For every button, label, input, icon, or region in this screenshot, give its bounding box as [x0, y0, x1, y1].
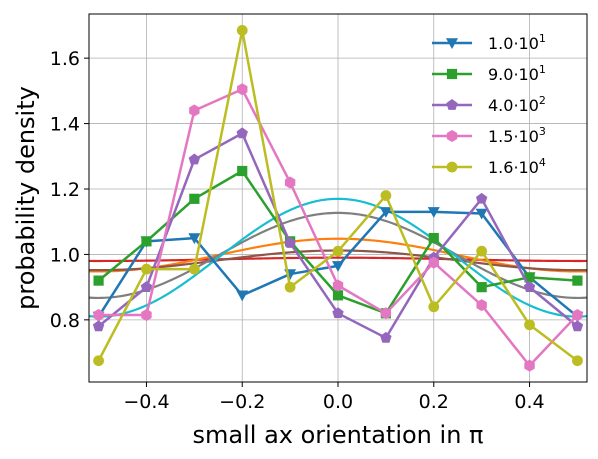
data-point [93, 308, 104, 321]
legend-item: 1.5·103 [432, 125, 546, 146]
data-point [475, 208, 488, 220]
fit-curve [89, 197, 587, 318]
data-point [332, 279, 344, 292]
data-point [572, 275, 583, 286]
legend-item: 4.0·102 [432, 94, 546, 115]
y-tick-label: 1.4 [50, 114, 80, 136]
y-tick-label: 0.8 [50, 310, 80, 332]
x-tick-label: −0.2 [219, 391, 265, 413]
data-point [141, 236, 152, 247]
data-point [523, 281, 536, 292]
data-point [93, 275, 104, 286]
data-point [188, 153, 201, 165]
data-point [284, 281, 296, 293]
data-point [236, 290, 249, 302]
data-point [332, 307, 344, 319]
y-axis-label: probability density [12, 86, 40, 310]
data-point [188, 233, 201, 245]
data-point [332, 261, 344, 272]
legend: 1.0·101 9.0·101 4.0·102 1.5·103 1.6·104 [432, 32, 546, 177]
legend-label: 1.6·104 [488, 156, 546, 177]
legend-item: 9.0·101 [432, 63, 546, 84]
data-point [428, 232, 439, 244]
x-tick-label: 0.4 [514, 391, 544, 413]
data-point [189, 193, 200, 204]
data-point [140, 281, 153, 292]
data-point [571, 320, 584, 332]
x-tick-label: 0.0 [323, 391, 353, 413]
fit-curve [89, 237, 587, 273]
data-point [284, 176, 296, 189]
data-point [475, 192, 488, 204]
ticks: −0.4 −0.2 0.0 0.2 0.4 0.8 1.0 1.2 1.4 1.6 [50, 48, 545, 413]
x-axis-label: small ax orientation in π [193, 421, 484, 449]
x-tick-label: −0.4 [123, 391, 169, 413]
data-point [141, 308, 152, 321]
data-point [380, 307, 392, 320]
data-point [92, 320, 105, 332]
data-point [237, 83, 248, 96]
data-point [524, 359, 535, 372]
data-point [476, 299, 487, 312]
data-point [572, 355, 583, 367]
x-tick-label: 0.2 [419, 391, 449, 413]
legend-label: 4.0·102 [488, 94, 546, 115]
data-point [284, 236, 296, 248]
data-point [572, 308, 583, 321]
data-point [236, 127, 248, 139]
data-point [332, 290, 344, 301]
series-hexagon [93, 83, 583, 372]
legend-label: 9.0·101 [488, 63, 546, 84]
data-point [93, 355, 104, 367]
legend-marker [446, 130, 458, 142]
data-point [427, 207, 440, 218]
legend-label: 1.5·103 [488, 125, 546, 146]
data-point [141, 263, 152, 275]
series-circle [93, 24, 583, 367]
data-point [380, 331, 392, 343]
legend-marker [446, 161, 458, 173]
legend-item: 1.6·104 [432, 156, 546, 177]
data-point [236, 24, 248, 36]
legend-marker [446, 68, 458, 80]
data-point [379, 207, 392, 218]
legend-marker [446, 38, 458, 49]
legend-marker [446, 99, 458, 110]
data-point [189, 104, 200, 117]
legend-item: 1.0·101 [432, 32, 546, 53]
data-point [476, 245, 488, 257]
data-point [428, 301, 440, 313]
legend-label: 1.0·101 [488, 32, 546, 53]
data-point [188, 263, 200, 275]
fit-curve [89, 256, 587, 263]
data-point [428, 256, 439, 269]
data-point [524, 319, 535, 331]
series-pentagon [92, 127, 584, 343]
data-point [380, 190, 392, 201]
data-point [237, 165, 248, 177]
y-tick-label: 1.0 [50, 244, 80, 266]
fit-curve [89, 211, 587, 300]
data-point [332, 245, 344, 257]
plot-area [89, 24, 587, 372]
y-tick-label: 1.6 [50, 48, 80, 70]
y-tick-label: 1.2 [50, 179, 80, 201]
data-point [476, 282, 487, 293]
